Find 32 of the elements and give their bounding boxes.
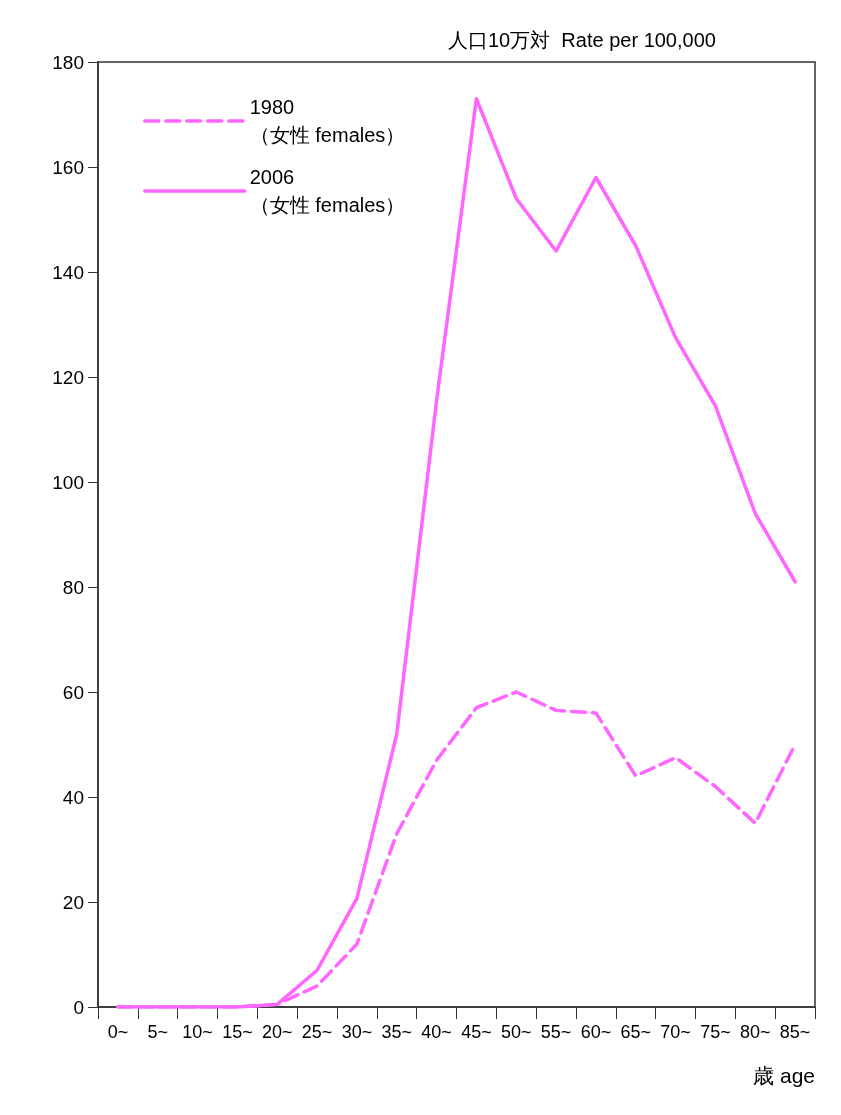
x-tick-label: 5~ — [147, 1022, 169, 1042]
x-tick-label: 60~ — [580, 1022, 612, 1042]
x-tick-label: 20~ — [261, 1022, 293, 1042]
legend-label: 2006 （女性 females） — [249, 166, 406, 216]
y-tick-label: 120 — [52, 366, 84, 388]
y-tick-label: 40 — [62, 786, 84, 808]
y-tick-label: 0 — [73, 996, 84, 1018]
x-tick-label: 40~ — [421, 1022, 452, 1042]
x-axis-title: 歳 age — [753, 1064, 815, 1087]
y-tick-label: 160 — [52, 156, 84, 178]
x-tick-label: 50~ — [500, 1022, 532, 1042]
y-tick-label: 60 — [62, 681, 84, 703]
x-tick-label: 65~ — [620, 1022, 652, 1042]
x-tick-label: 25~ — [301, 1022, 333, 1042]
x-tick-label: 55~ — [540, 1022, 572, 1042]
x-tick-label: 70~ — [660, 1022, 691, 1042]
y-axis-title: 人口10万対 Rate per 100,000 — [448, 29, 716, 51]
x-tick-label: 0~ — [107, 1022, 129, 1042]
y-tick-label: 20 — [62, 891, 84, 913]
x-tick-label: 75~ — [700, 1022, 731, 1042]
y-tick-label: 100 — [52, 471, 84, 493]
x-tick-label: 80~ — [739, 1022, 771, 1042]
y-tick-label: 140 — [52, 261, 84, 283]
x-tick-label: 45~ — [461, 1022, 492, 1042]
x-tick-label: 85~ — [779, 1022, 811, 1042]
y-tick-label: 180 — [52, 51, 84, 73]
x-tick-label: 10~ — [182, 1022, 213, 1042]
x-tick-label: 35~ — [381, 1022, 413, 1042]
legend-label: 1980 （女性 females） — [249, 96, 406, 146]
x-tick-label: 30~ — [341, 1022, 373, 1042]
x-tick-label: 15~ — [222, 1022, 253, 1042]
y-tick-label: 80 — [62, 576, 84, 598]
